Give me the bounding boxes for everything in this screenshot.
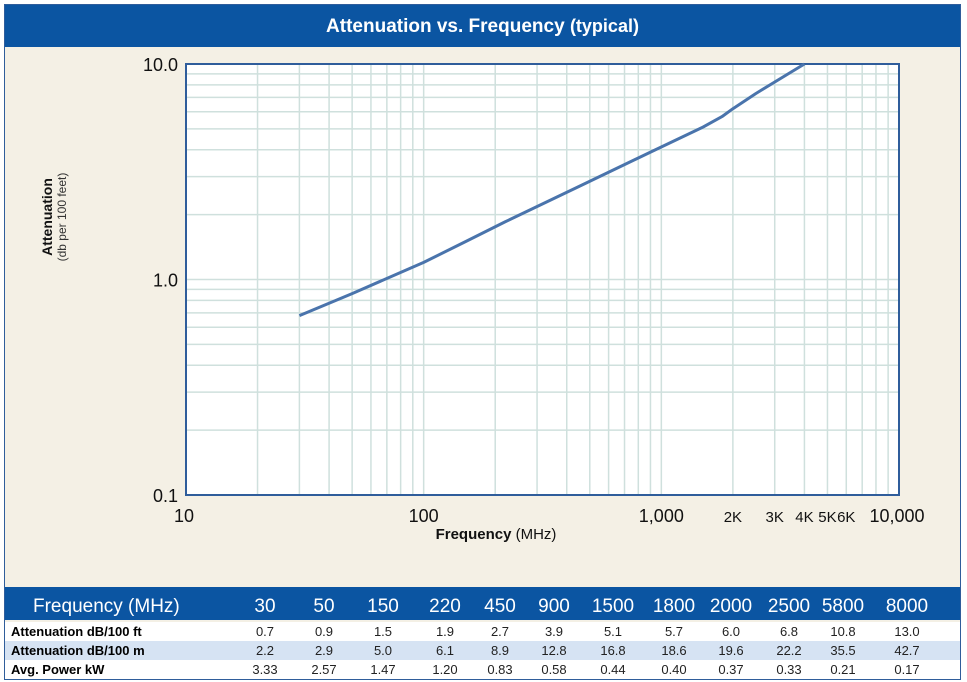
table-cell: 0.17 <box>894 662 920 677</box>
table-cell: 2.7 <box>490 624 510 639</box>
table-cell: 2.9 <box>314 643 334 658</box>
x-axis-title: Frequency <box>436 526 516 543</box>
table-cell: 2.57 <box>311 662 337 677</box>
y-axis-unit: (db per 100 feet) <box>55 172 69 262</box>
x-tick-label: 100 <box>409 506 439 526</box>
table-cell: 0.9 <box>314 624 334 639</box>
table-cell: 0.37 <box>718 662 744 677</box>
attenuation-chart: 0.1 1.0 10.0 10 100 1,000 2K 3K 4K 5K 6K 10,000 Freq… <box>143 55 925 543</box>
table-cell: 35.5 <box>830 643 856 658</box>
frequency-header-cell: 30 <box>254 596 276 617</box>
table-cell: 0.7 <box>255 624 275 639</box>
frequency-header-cell: 1500 <box>591 596 635 617</box>
row-label: Attenuation dB/100 m <box>11 643 145 658</box>
x-axis-label: Frequency (MHz) <box>436 526 557 543</box>
table-cell: 6.8 <box>779 624 799 639</box>
frequency-header-cell: 8000 <box>885 596 929 617</box>
table-cell: 6.1 <box>435 643 455 658</box>
table-cell: 0.58 <box>541 662 567 677</box>
table-cell: 6.0 <box>721 624 741 639</box>
y-tick-label: 10.0 <box>143 55 178 75</box>
spec-table-header: Frequency (MHz) 30 50 150 220 450 900 1500 1800… <box>5 587 960 620</box>
table-cell: 10.8 <box>830 624 856 639</box>
table-cell: 22.2 <box>776 643 802 658</box>
x-tick-label: 1,000 <box>639 506 684 526</box>
table-cell: 0.40 <box>661 662 687 677</box>
table-cell: 18.6 <box>661 643 687 658</box>
x-tick-label: 6K <box>837 509 855 526</box>
table-cell: 5.0 <box>373 643 393 658</box>
table-cell: 5.7 <box>664 624 684 639</box>
table-cell: 8.9 <box>490 643 510 658</box>
frequency-header-cell: 2000 <box>709 596 753 617</box>
frequency-header-cell: 5800 <box>821 596 865 617</box>
chart-title: Attenuation vs. Frequency <box>326 16 565 37</box>
table-cell: 0.33 <box>776 662 802 677</box>
frequency-header-cell: 900 <box>538 596 570 617</box>
table-cell: 19.6 <box>718 643 744 658</box>
table-cell: 1.47 <box>370 662 396 677</box>
table-cell: 5.1 <box>603 624 623 639</box>
x-tick-label: 10 <box>174 506 194 526</box>
series-line-attenuation <box>298 62 806 317</box>
row-label: Avg. Power kW <box>11 662 105 677</box>
frequency-header-cell: 1800 <box>652 596 696 617</box>
chart-subtitle: (typical) <box>569 16 639 36</box>
frequency-header-cell: 220 <box>429 596 461 617</box>
plot-border <box>185 63 900 496</box>
table-row: Attenuation dB/100 ft 0.7 0.9 1.5 1.9 2.7 3.9 5… <box>5 622 960 641</box>
frequency-header-label: Frequency (MHz) <box>33 596 180 617</box>
table-cell: 3.9 <box>544 624 564 639</box>
x-tick-label: 4K <box>795 509 813 526</box>
x-tick-label: 3K <box>766 509 784 526</box>
x-axis-unit: (MHz) <box>516 526 557 543</box>
table-cell: 12.8 <box>541 643 567 658</box>
table-cell: 1.5 <box>373 624 393 639</box>
table-cell: 16.8 <box>600 643 626 658</box>
spec-table: Frequency (MHz) 30 50 150 220 450 900 1500 1800… <box>5 587 960 679</box>
table-row: Attenuation dB/100 m 2.2 2.9 5.0 6.1 8.9 12.8 1… <box>5 641 960 660</box>
x-tick-label: 10,000 <box>869 506 924 526</box>
x-tick-label: 5K <box>818 509 836 526</box>
frequency-header-cell: 50 <box>313 596 335 617</box>
frequency-header-cell: 2500 <box>767 596 811 617</box>
table-cell: 13.0 <box>894 624 920 639</box>
table-cell: 42.7 <box>894 643 920 658</box>
table-cell: 1.9 <box>435 624 455 639</box>
y-axis-title: Attenuation <box>39 178 55 256</box>
table-cell: 0.83 <box>487 662 513 677</box>
y-tick-label: 1.0 <box>153 271 178 291</box>
table-cell: 0.21 <box>830 662 856 677</box>
y-tick-label: 0.1 <box>153 486 178 506</box>
chart-banner: Attenuation vs. Frequency (typical) <box>5 5 960 47</box>
x-tick-label: 2K <box>724 509 742 526</box>
table-cell: 3.33 <box>252 662 278 677</box>
table-cell: 1.20 <box>432 662 458 677</box>
row-label: Attenuation dB/100 ft <box>11 624 142 639</box>
table-cell: 0.44 <box>600 662 626 677</box>
table-cell: 2.2 <box>255 643 275 658</box>
frequency-header-cell: 450 <box>484 596 516 617</box>
frequency-header-cell: 150 <box>367 596 399 617</box>
table-row: Avg. Power kW 3.33 2.57 1.47 1.20 0.83 0.58 0.4… <box>5 660 960 679</box>
